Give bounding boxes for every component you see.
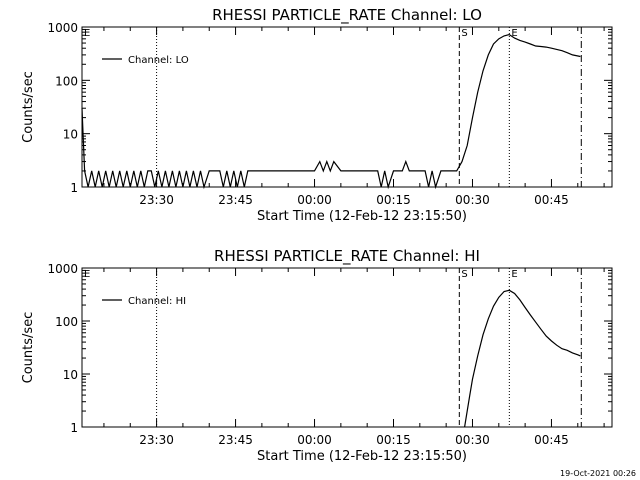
event-marker-label: S (461, 269, 467, 280)
y-tick-label: 1000 (47, 262, 78, 276)
x-tick-label: 00:00 (297, 193, 332, 207)
plot-frame (81, 26, 613, 188)
x-tick-label: 23:45 (218, 193, 253, 207)
y-tick-label: 1 (70, 181, 78, 195)
x-tick-label: 00:30 (455, 433, 490, 447)
y-tick-label: 1000 (47, 21, 78, 35)
event-marker-label: E (84, 28, 90, 39)
x-tick-label: 00:00 (297, 433, 332, 447)
event-marker-label: S (461, 28, 467, 39)
x-tick-label: 23:30 (139, 193, 174, 207)
series-line (81, 33, 581, 190)
legend-label: Channel: LO (128, 55, 189, 66)
x-tick-label: 00:45 (534, 433, 569, 447)
event-marker-label: E (84, 269, 90, 280)
y-tick-label: 100 (55, 74, 78, 88)
footer-date: 19-Oct-2021 00:26 (560, 469, 636, 478)
chart-title: RHESSI PARTICLE_RATE Channel: LO (212, 6, 482, 25)
x-tick-label: 00:15 (376, 433, 411, 447)
chart-title: RHESSI PARTICLE_RATE Channel: HI (214, 247, 480, 266)
event-marker-label: E (511, 269, 517, 280)
legend-label: Channel: HI (128, 296, 186, 307)
event-marker-label: E (511, 28, 517, 39)
x-tick-label: 00:45 (534, 193, 569, 207)
plot-frame (81, 267, 613, 428)
x-axis-label: Start Time (12-Feb-12 23:15:50) (257, 209, 467, 224)
y-axis-label: Counts/sec (21, 312, 36, 384)
series-line (464, 289, 581, 428)
x-tick-label: 00:15 (376, 193, 411, 207)
y-tick-label: 10 (63, 368, 78, 382)
x-tick-label: 23:45 (218, 433, 253, 447)
y-axis-label: Counts/sec (21, 71, 36, 143)
x-tick-label: 00:30 (455, 193, 490, 207)
x-tick-label: 23:30 (139, 433, 174, 447)
x-axis-label: Start Time (12-Feb-12 23:15:50) (257, 449, 467, 464)
y-tick-label: 100 (55, 315, 78, 329)
y-tick-label: 10 (63, 128, 78, 142)
y-tick-label: 1 (70, 421, 78, 435)
